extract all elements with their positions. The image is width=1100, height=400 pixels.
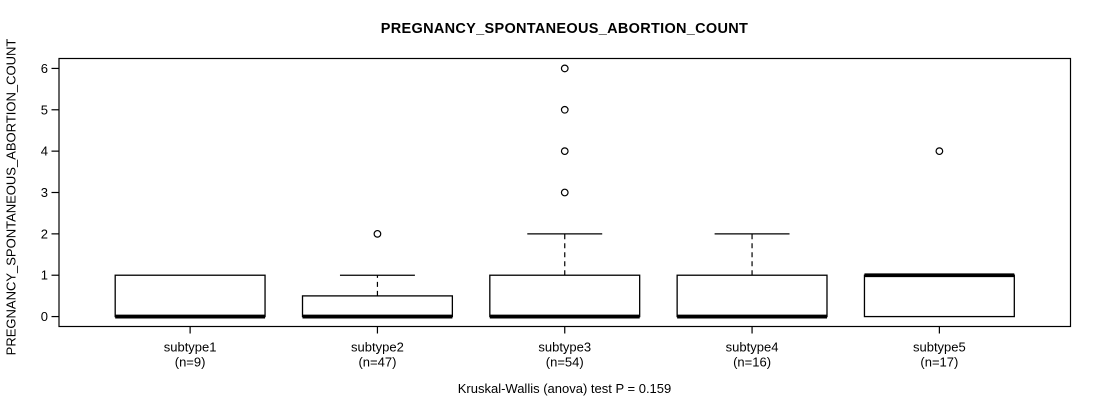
x-tick-label: subtype2: [351, 340, 404, 355]
x-tick-label: subtype4: [726, 340, 779, 355]
box: [676, 274, 828, 318]
y-tick-label: 3: [41, 185, 48, 200]
x-tick-label: subtype5: [913, 340, 966, 355]
stat-test-caption: Kruskal-Wallis (anova) test P = 0.159: [457, 381, 672, 396]
box: [114, 274, 266, 318]
x-tick-sublabel: (n=47): [358, 355, 396, 370]
x-tick-label: subtype3: [538, 340, 591, 355]
box: [301, 295, 454, 318]
chart-title: PREGNANCY_SPONTANEOUS_ABORTION_COUNT: [380, 21, 749, 37]
y-tick-label: 0: [41, 309, 48, 324]
y-tick-label: 4: [41, 144, 48, 159]
outlier-point: [560, 188, 569, 197]
outlier-point: [560, 105, 569, 114]
y-tick-label: 6: [41, 61, 48, 76]
y-tick-label: 5: [41, 102, 48, 117]
x-tick-sublabel: (n=9): [175, 355, 206, 370]
x-tick-label: subtype1: [164, 340, 217, 355]
x-tick-sublabel: (n=16): [733, 355, 771, 370]
x-tick-sublabel: (n=17): [920, 355, 958, 370]
outlier-point: [560, 64, 569, 73]
outlier-point: [373, 229, 382, 238]
y-tick-label: 1: [41, 268, 48, 283]
box: [863, 274, 1015, 318]
box: [489, 274, 641, 318]
outlier-point: [560, 147, 569, 156]
y-tick-label: 2: [41, 226, 48, 241]
x-tick-sublabel: (n=54): [546, 355, 584, 370]
outlier-point: [935, 147, 944, 156]
